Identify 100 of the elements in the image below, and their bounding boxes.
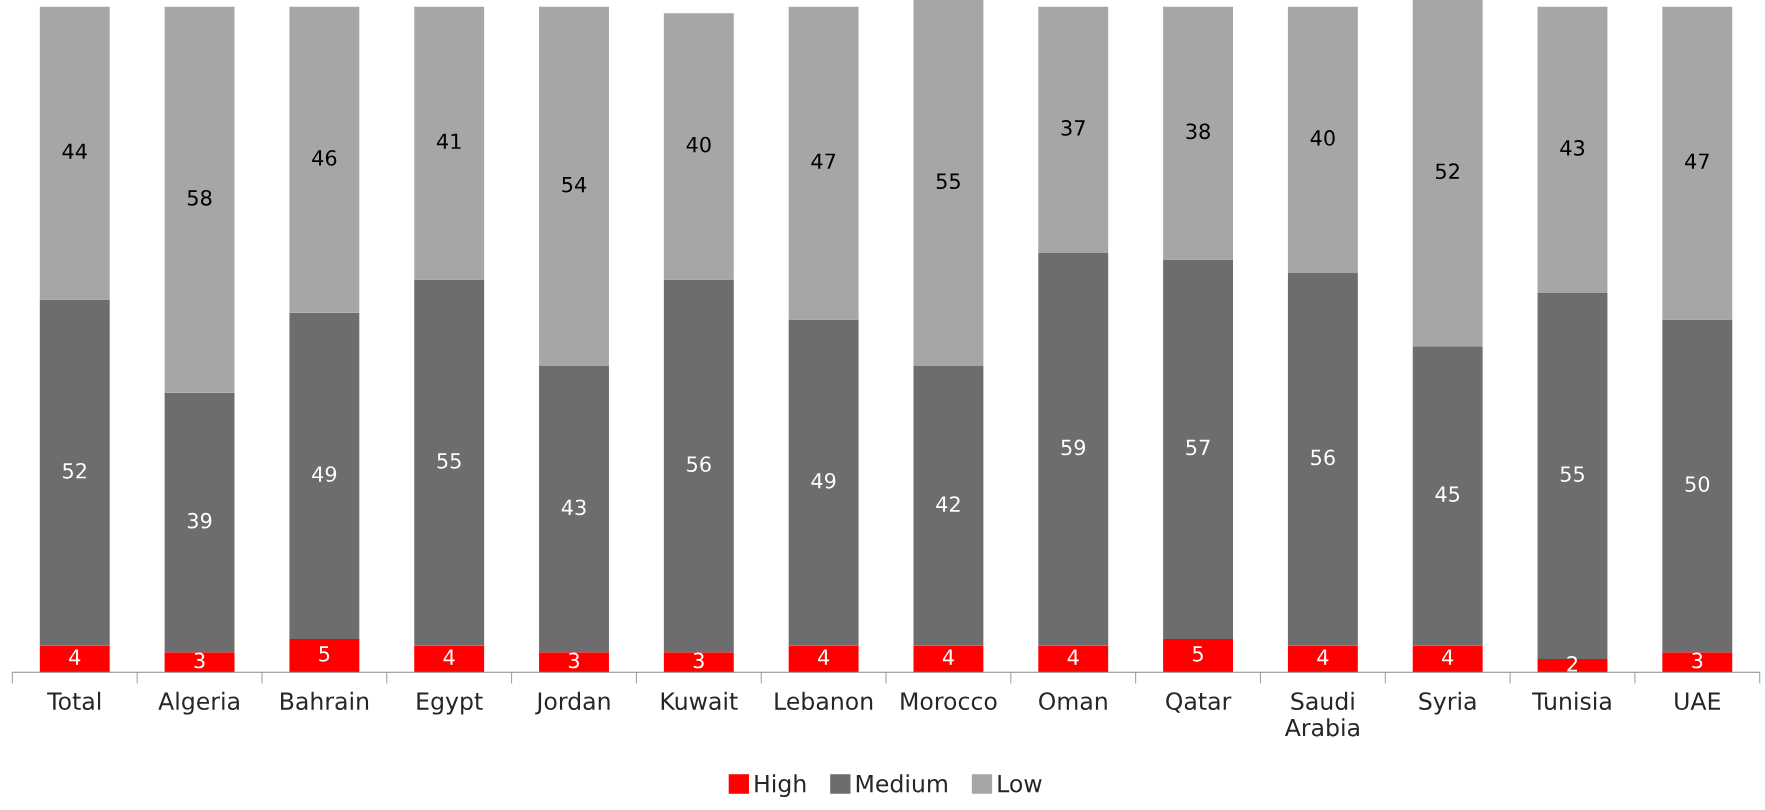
x-tick-label: Qatar	[1166, 692, 1232, 713]
bar	[39, 645, 110, 673]
x-tick-label: Syria	[1419, 691, 1476, 715]
bar	[1038, 6, 1109, 253]
data-label: 4	[69, 649, 81, 665]
bar	[663, 279, 734, 653]
data-label: 47	[811, 153, 836, 169]
data-label: 4	[818, 649, 830, 665]
x-tick-label: Algeria	[158, 691, 239, 715]
bar	[164, 652, 235, 673]
data-label: 55	[936, 173, 960, 190]
data-label: 47	[1685, 153, 1709, 169]
bar	[289, 639, 360, 673]
data-label: 3	[194, 652, 205, 669]
data-label: 55	[1560, 466, 1584, 482]
bar	[1662, 319, 1733, 653]
bar	[1287, 645, 1358, 673]
data-label: 57	[1186, 439, 1210, 456]
data-label: 5	[319, 646, 330, 662]
data-label: 3	[1692, 652, 1703, 669]
bar	[1038, 645, 1109, 673]
legend-label: Low	[998, 774, 1042, 793]
bar	[913, 0, 984, 367]
bar	[289, 6, 360, 313]
bar	[1662, 652, 1733, 673]
data-label: 49	[312, 466, 337, 482]
x-tick-label: Kuwait	[661, 691, 738, 711]
data-label: 42	[936, 496, 960, 512]
bar	[1412, 0, 1483, 347]
bar	[1287, 272, 1358, 646]
bar	[414, 279, 485, 646]
bar	[39, 299, 110, 646]
data-label: 50	[1685, 476, 1710, 492]
data-label: 55	[437, 453, 461, 469]
bar	[1038, 252, 1109, 646]
data-label: 41	[436, 133, 461, 149]
data-label: 56	[1311, 449, 1335, 466]
data-label: 52	[1436, 163, 1459, 180]
data-label: 40	[686, 136, 711, 153]
data-label: 38	[1186, 123, 1210, 140]
x-tick-label: Saudi Arabia	[1284, 691, 1359, 737]
bar	[539, 366, 609, 653]
data-label: 5	[1193, 646, 1203, 662]
bar	[913, 366, 984, 646]
bar	[1163, 639, 1233, 673]
data-label: 54	[562, 176, 587, 193]
bar	[663, 13, 734, 280]
data-label: 4	[1442, 649, 1454, 665]
bar	[1412, 645, 1483, 673]
data-label: 3	[568, 652, 579, 669]
bar	[39, 6, 110, 300]
data-label: 3	[693, 652, 704, 669]
data-label: 4	[443, 649, 455, 665]
bar	[913, 645, 984, 673]
x-tick-label: Total	[47, 691, 101, 711]
bar	[788, 6, 859, 320]
data-label: 52	[63, 462, 86, 479]
bar	[1537, 6, 1608, 293]
bar	[1287, 6, 1358, 273]
data-label: 39	[187, 512, 212, 529]
data-label: 40	[1310, 130, 1335, 146]
bar	[1163, 6, 1233, 260]
data-label: 37	[1061, 120, 1085, 136]
bar	[289, 312, 360, 640]
data-label: 43	[561, 499, 586, 516]
bar	[164, 6, 235, 393]
data-label: 43	[1560, 140, 1585, 156]
x-tick-label: Oman	[1039, 692, 1107, 711]
legend-label: High	[755, 774, 806, 798]
data-label: 4	[942, 649, 954, 665]
bar	[1412, 346, 1483, 646]
bar	[1662, 6, 1733, 320]
bar	[788, 645, 859, 673]
legend-label: Medium	[856, 774, 947, 793]
data-label: 59	[1061, 439, 1086, 456]
data-label: 56	[687, 456, 711, 472]
x-tick-label: Morocco	[901, 692, 997, 711]
x-tick-label: Tunisia	[1532, 691, 1611, 711]
data-label: 46	[312, 150, 337, 166]
data-label: 4	[1067, 649, 1079, 665]
data-label: 4	[1317, 649, 1329, 665]
x-tick-label: Jordan	[535, 691, 610, 715]
data-label: 2	[1567, 655, 1578, 672]
data-label: 58	[187, 189, 212, 206]
x-tick-label: UAE	[1675, 692, 1720, 711]
data-label: 45	[1435, 486, 1460, 502]
data-label: 44	[62, 143, 87, 159]
bar	[788, 319, 859, 646]
x-tick-label: Lebanon	[775, 691, 873, 711]
bar	[539, 652, 609, 673]
bar	[663, 652, 734, 673]
bar	[539, 6, 609, 367]
bar	[414, 645, 485, 673]
x-tick-label: Egypt	[417, 692, 483, 715]
bar	[1163, 259, 1233, 640]
data-label: 49	[811, 472, 836, 489]
bar	[1537, 658, 1608, 673]
x-tick-label: Bahrain	[281, 691, 369, 711]
bar	[414, 6, 485, 280]
bar	[164, 392, 235, 653]
